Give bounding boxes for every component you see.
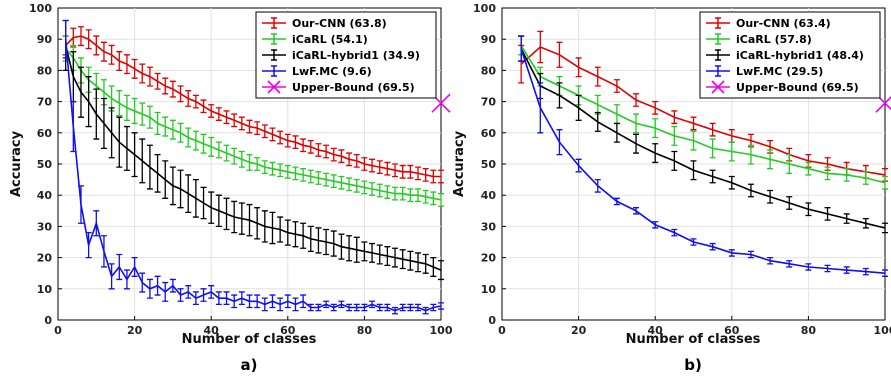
series-line — [65, 48, 442, 201]
panel-label-b: b) — [684, 356, 702, 374]
legend-item: LwF.MC (9.6) — [262, 65, 372, 78]
series-line — [64, 39, 442, 312]
y-tick-label: 0 — [488, 314, 496, 327]
x-tick-label: 40 — [204, 324, 220, 337]
y-tick-label: 60 — [481, 127, 497, 140]
legend-label: iCaRL (57.8) — [736, 33, 812, 46]
series-line — [520, 48, 886, 274]
legend-marker — [262, 65, 286, 77]
series-a-2 — [62, 19, 444, 281]
x-tick-label: 0 — [54, 324, 62, 337]
x-tick-label: 60 — [280, 324, 296, 337]
x-tick-label: 20 — [571, 324, 587, 337]
error-bar — [882, 175, 888, 190]
legend-label: Our-CNN (63.8) — [292, 17, 387, 30]
y-tick-label: 20 — [481, 252, 497, 265]
x-tick-label: 20 — [127, 324, 143, 337]
series-line — [65, 35, 441, 178]
chart-panel-a: 0 10 20 30 40 50 60 70 80 90 100 0 20 40 60 80 100 Our-C… — [9, 2, 453, 374]
y-tick-label: 70 — [37, 96, 53, 109]
y-axis-label-b: Accuracy — [452, 130, 467, 197]
legend-item: Our-CNN (63.8) — [262, 17, 387, 30]
y-tick-label: 100 — [473, 2, 496, 15]
legend-item: iCaRL-hybrid1 (34.9) — [262, 49, 420, 62]
y-tick-label: 90 — [37, 33, 53, 46]
x-tick-label: 80 — [801, 324, 817, 337]
chart-panel-b: 0 10 20 30 40 50 60 70 80 90 100 0 20 40 60 80 100 Our-C… — [452, 2, 891, 374]
legend-item: Upper-Bound (69.5) — [706, 80, 859, 94]
y-tick-label: 10 — [37, 283, 53, 296]
error-bar — [438, 302, 444, 310]
x-tick-label: 80 — [357, 324, 373, 337]
series-b — [518, 30, 891, 277]
legend-label: iCaRL-hybrid1 (34.9) — [292, 49, 420, 62]
error-bar — [518, 35, 525, 62]
y-tick-label: 40 — [481, 189, 497, 202]
y-tick-label: 100 — [29, 2, 52, 15]
y-tick-label: 80 — [481, 64, 497, 77]
y-tick-label: 50 — [37, 158, 53, 171]
legend-label: Our-CNN (63.4) — [736, 17, 831, 30]
series-line — [64, 45, 442, 271]
y-tick-label: 80 — [37, 64, 53, 77]
x-tick-label: 40 — [648, 324, 664, 337]
x-tick-label: 100 — [874, 324, 891, 337]
legend-label: Upper-Bound (69.5) — [736, 81, 859, 94]
legend-label: LwF.MC (29.5) — [736, 65, 823, 78]
legend-item: iCaRL (54.1) — [262, 33, 368, 46]
series-a-3 — [62, 19, 444, 315]
legend-label: iCaRL-hybrid1 (48.4) — [736, 49, 864, 62]
series-b-2 — [518, 35, 888, 234]
y-tick-label: 0 — [44, 314, 52, 327]
x-tick-label: 60 — [724, 324, 740, 337]
y-tick-label: 50 — [481, 158, 497, 171]
y-tick-label: 70 — [481, 96, 497, 109]
legend-marker — [711, 80, 725, 94]
legend-label: Upper-Bound (69.5) — [292, 81, 415, 94]
x-tick-label: 100 — [430, 324, 453, 337]
legend-marker — [267, 80, 281, 94]
legend-item: LwF.MC (29.5) — [706, 65, 823, 78]
legend-marker — [262, 33, 286, 45]
legend-item: iCaRL-hybrid1 (48.4) — [706, 49, 864, 62]
legend-marker — [706, 49, 730, 61]
y-tick-label: 30 — [481, 220, 497, 233]
ticks-b: 0 10 20 30 40 50 60 70 80 90 100 0 20 40 60 80 100 — [473, 2, 891, 337]
legend-item: Our-CNN (63.4) — [706, 17, 831, 30]
series-a — [62, 19, 451, 315]
x-axis-label-b: Number of classes — [626, 332, 761, 347]
legend-b: Our-CNN (63.4) iCaRL (57.8) iCaRL-hybrid1 … — [699, 11, 881, 99]
ticks-a: 0 10 20 30 40 50 60 70 80 90 100 0 20 40 60 80 100 — [29, 2, 453, 337]
legend-marker — [262, 17, 286, 29]
x-axis-label-a: Number of classes — [182, 332, 317, 347]
legend-item: Upper-Bound (69.5) — [262, 80, 415, 94]
panel-label-a: a) — [241, 356, 258, 374]
series-b-3 — [518, 35, 888, 277]
legend-label: iCaRL (54.1) — [292, 33, 368, 46]
y-tick-label: 60 — [37, 127, 53, 140]
legend-label: LwF.MC (9.6) — [292, 65, 372, 78]
series-line — [520, 46, 886, 176]
legend-item: iCaRL (57.8) — [706, 33, 812, 46]
series-a-0 — [62, 26, 444, 184]
y-tick-label: 10 — [481, 283, 497, 296]
y-tick-label: 90 — [481, 33, 497, 46]
y-tick-label: 20 — [37, 252, 53, 265]
series-line — [520, 48, 886, 229]
y-axis-label-a: Accuracy — [9, 130, 24, 197]
x-tick-label: 0 — [498, 324, 506, 337]
y-tick-label: 40 — [37, 189, 53, 202]
legend-marker — [706, 65, 730, 77]
legend-box — [699, 11, 881, 99]
series-line — [520, 44, 886, 184]
legend-marker — [706, 17, 730, 29]
legend-a: Our-CNN (63.8) iCaRL (54.1) iCaRL-hybrid1 … — [255, 11, 437, 99]
legend-marker — [262, 49, 286, 61]
y-tick-label: 30 — [37, 220, 53, 233]
legend-marker — [706, 33, 730, 45]
